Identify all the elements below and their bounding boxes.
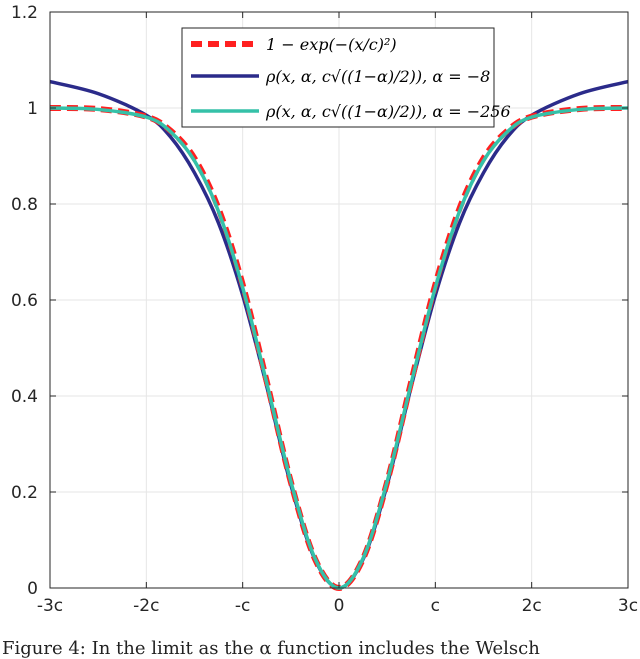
figure-caption: Figure 4: In the limit as the α function… xyxy=(2,638,540,659)
ticks xyxy=(49,11,629,589)
y-tick-label-5: 1 xyxy=(27,99,38,119)
legend-label-alpha-256: ρ(x, α, c√((1−α)/2)), α = −256 xyxy=(265,102,511,121)
y-tick-label-2: 0.4 xyxy=(11,387,38,407)
x-tick-label-3: 0 xyxy=(334,596,345,616)
x-tick-label-1: -2c xyxy=(133,596,159,616)
legend-label-exp: 1 − exp(−(x/c)²) xyxy=(266,35,397,54)
y-tick-label-3: 0.6 xyxy=(11,291,38,311)
legend-label-alpha-8: ρ(x, α, c√((1−α)/2)), α = −8 xyxy=(265,67,490,86)
x-tick-label-2: -c xyxy=(235,596,250,616)
y-tick-label-6: 1.2 xyxy=(11,3,38,23)
tick-labels: -3c -2c -c 0 c 2c 3c 0 0.2 0.4 0.6 0.8 1 1.2 xyxy=(11,3,638,616)
y-tick-label-0: 0 xyxy=(27,579,38,599)
x-tick-label-4: c xyxy=(431,596,440,616)
legend: 1 − exp(−(x/c)²) ρ(x, α, c√((1−α)/2)), α… xyxy=(181,27,511,128)
x-tick-label-0: -3c xyxy=(37,596,63,616)
x-tick-label-6: 3c xyxy=(618,596,638,616)
y-tick-label-1: 0.2 xyxy=(11,483,38,503)
y-tick-label-4: 0.8 xyxy=(11,195,38,215)
x-tick-label-5: 2c xyxy=(522,596,542,616)
